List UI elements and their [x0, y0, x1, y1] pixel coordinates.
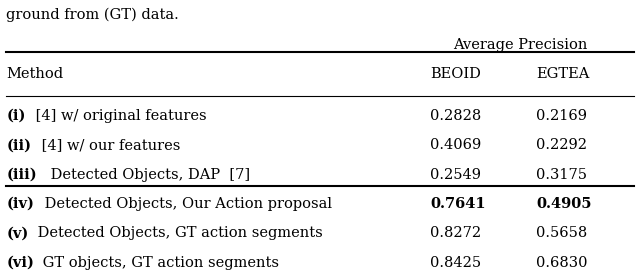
Text: 0.4905: 0.4905: [536, 197, 592, 211]
Text: Detected Objects, GT action segments: Detected Objects, GT action segments: [33, 226, 323, 240]
Text: BEOID: BEOID: [430, 67, 481, 81]
Text: Average Precision: Average Precision: [453, 38, 587, 52]
Text: (vi): (vi): [6, 256, 35, 270]
Text: 0.6830: 0.6830: [536, 256, 588, 270]
Text: (iv): (iv): [6, 197, 35, 211]
Text: ground from (GT) data.: ground from (GT) data.: [6, 8, 179, 22]
Text: 0.8272: 0.8272: [430, 226, 481, 240]
Text: (v): (v): [6, 226, 29, 240]
Text: 0.8425: 0.8425: [430, 256, 481, 270]
Text: Method: Method: [6, 67, 63, 81]
Text: GT objects, GT action segments: GT objects, GT action segments: [38, 256, 280, 270]
Text: EGTEA: EGTEA: [536, 67, 589, 81]
Text: Detected Objects, DAP  [7]: Detected Objects, DAP [7]: [46, 167, 250, 182]
Text: 0.2169: 0.2169: [536, 109, 588, 123]
Text: 0.2549: 0.2549: [430, 167, 481, 182]
Text: Detected Objects, Our Action proposal: Detected Objects, Our Action proposal: [40, 197, 332, 211]
Text: 0.3175: 0.3175: [536, 167, 588, 182]
Text: 0.2292: 0.2292: [536, 138, 588, 152]
Text: [4] w/ our features: [4] w/ our features: [37, 138, 180, 152]
Text: 0.2828: 0.2828: [430, 109, 481, 123]
Text: 0.7641: 0.7641: [430, 197, 486, 211]
Text: (iii): (iii): [6, 167, 37, 182]
Text: 0.5658: 0.5658: [536, 226, 588, 240]
Text: 0.4069: 0.4069: [430, 138, 481, 152]
Text: (i): (i): [6, 109, 26, 123]
Text: (ii): (ii): [6, 138, 31, 152]
Text: [4] w/ original features: [4] w/ original features: [31, 109, 206, 123]
